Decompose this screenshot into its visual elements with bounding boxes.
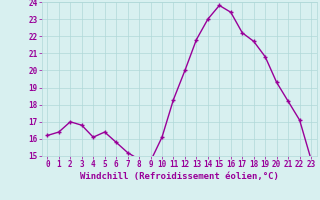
X-axis label: Windchill (Refroidissement éolien,°C): Windchill (Refroidissement éolien,°C) bbox=[80, 172, 279, 181]
